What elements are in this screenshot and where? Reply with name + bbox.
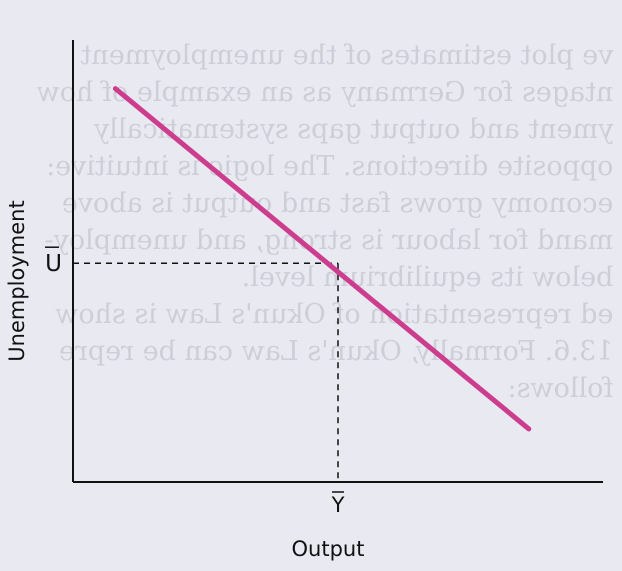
y-marker-label: U xyxy=(45,251,62,277)
x-axis-label: Output xyxy=(292,537,365,561)
y-axis-label: Unemployment xyxy=(5,200,29,361)
okun-law-line xyxy=(112,86,532,432)
x-marker-label: Y xyxy=(331,493,345,517)
